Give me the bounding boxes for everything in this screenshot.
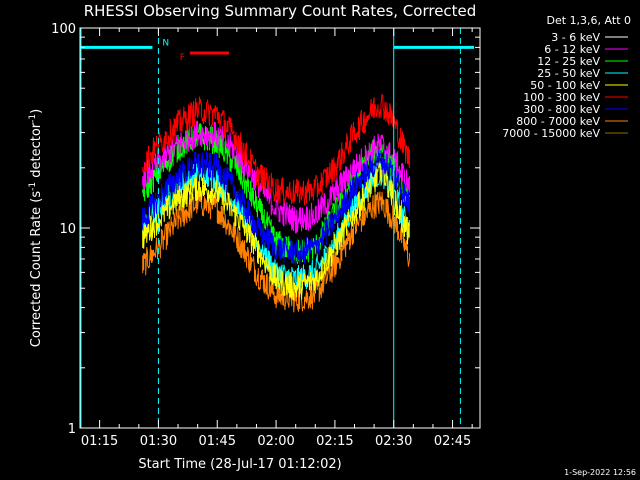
chart-title: RHESSI Observing Summary Count Rates, Co… — [84, 2, 477, 20]
x-tick-label: 02:30 — [375, 434, 412, 449]
y-axis-title-part-2: detector — [29, 122, 44, 182]
flare-label: F — [180, 53, 185, 63]
y-axis-title-part-3: ) — [29, 109, 44, 114]
series-line — [142, 57, 410, 168]
series-line — [142, 149, 410, 265]
legend-label: 3 - 6 keV — [551, 31, 600, 44]
y-axis-title-sup-1: -1 — [28, 182, 38, 191]
x-tick-label: 02:15 — [316, 434, 353, 449]
y-axis-title-sup-2: -1 — [28, 114, 38, 123]
y-tick-label: 10 — [59, 222, 76, 237]
legend-label: 12 - 25 keV — [537, 55, 600, 68]
legend-label: 100 - 300 keV — [523, 91, 600, 104]
axis-group: 01:15 01:30 01:45 02:00 02:15 02:30 02:45 1 10 10… — [51, 22, 480, 449]
x-tick-label: 02:00 — [257, 434, 294, 449]
legend-label: 800 - 7000 keV — [516, 115, 600, 128]
x-tick-label: 01:15 — [81, 434, 118, 449]
footer-timestamp: 1-Sep-2022 12:56 — [564, 468, 636, 477]
legend-label: 25 - 50 keV — [537, 67, 600, 80]
legend-header: Det 1,3,6, Att 0 — [547, 14, 631, 27]
legend-label: 50 - 100 keV — [530, 79, 600, 92]
x-tick-label: 01:30 — [140, 434, 177, 449]
y-axis-title-part-1: Corrected Count Rate (s — [29, 191, 44, 348]
series-line — [142, 94, 410, 206]
legend-label: 6 - 12 keV — [544, 43, 600, 56]
y-axis-title: Corrected Count Rate (s-1 detector-1) — [28, 109, 44, 347]
x-tick-label: 02:45 — [434, 434, 471, 449]
x-tick-label: 01:45 — [199, 434, 236, 449]
legend-label: 7000 - 15000 keV — [502, 127, 600, 140]
night-label: N — [162, 38, 169, 48]
y-tick-label: 1 — [68, 422, 76, 437]
y-tick-label: 100 — [51, 22, 76, 37]
x-axis-title: Start Time (28-Jul-17 01:12:02) — [138, 457, 341, 472]
series-line — [142, 157, 410, 301]
series-group — [142, 57, 410, 313]
series-line — [142, 189, 410, 313]
legend-label: 300 - 800 keV — [523, 103, 600, 116]
